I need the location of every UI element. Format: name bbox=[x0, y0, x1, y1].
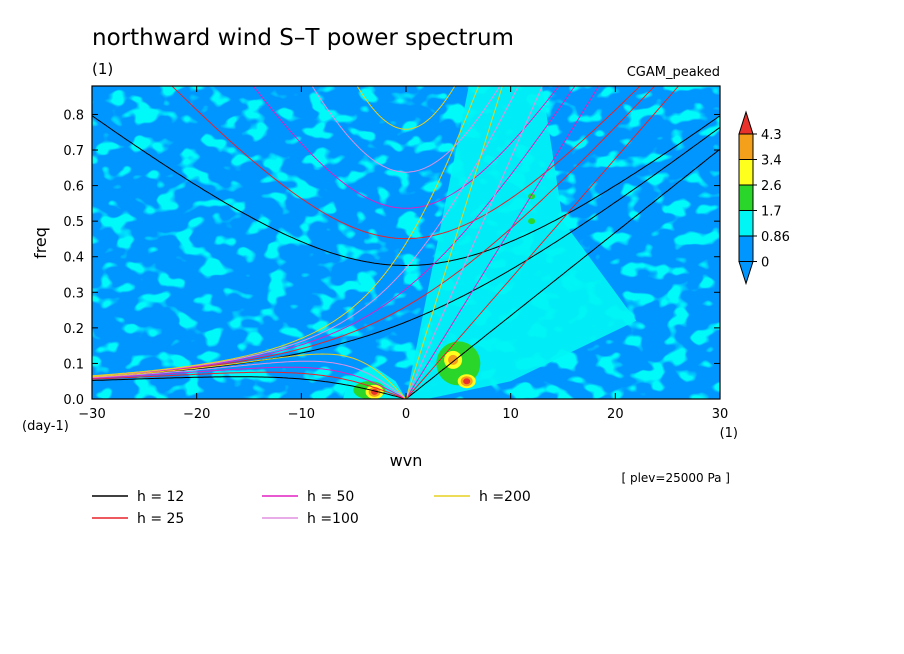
x-tick-label: 10 bbox=[502, 407, 519, 422]
y-axis-label: freq bbox=[31, 227, 50, 259]
colorbar-segment bbox=[738, 159, 754, 186]
curve-mrg-h100 bbox=[92, 86, 519, 377]
curve-ig-h50 bbox=[252, 86, 560, 209]
y-tick-label: 0.7 bbox=[63, 144, 84, 159]
curve-legend: h = 12 h = 25 h = 50 h =100 h =200 bbox=[92, 489, 531, 527]
colorbar-segment bbox=[738, 235, 754, 262]
colorbar-segment bbox=[738, 133, 754, 160]
y-tick-label: 0.2 bbox=[63, 322, 84, 337]
curve-ig-h200 bbox=[356, 86, 456, 130]
curve-mrg-h50 bbox=[92, 86, 576, 377]
chart-subtitle-left: (1) bbox=[92, 60, 113, 78]
colorbar-label: 4.3 bbox=[761, 128, 782, 143]
x-unit-label: (1) bbox=[720, 426, 738, 441]
x-tick-label: −10 bbox=[288, 407, 315, 422]
colorbar-top-arrow bbox=[738, 110, 754, 135]
colorbar-label: 3.4 bbox=[761, 154, 782, 169]
colorbar-segment bbox=[738, 210, 754, 237]
axis-ticks: −30 −20 −10 0 10 20 30 0.0 0.1 0.2 0.3 0.4 0.5 0.6 0.7… bbox=[63, 86, 728, 422]
x-tick-label: 20 bbox=[607, 407, 624, 422]
curve-kelvin-h200 bbox=[405, 86, 503, 399]
x-tick-label: 0 bbox=[402, 407, 410, 422]
curve-kelvin-h100 bbox=[405, 86, 543, 399]
energy-wedge bbox=[406, 86, 637, 399]
chart-title: northward wind S–T power spectrum bbox=[92, 25, 514, 51]
x-axis-label: wvn bbox=[390, 451, 423, 470]
curve-ig-h100 bbox=[311, 86, 501, 173]
colorbar-segment bbox=[738, 184, 754, 211]
plev-note: [ plev=25000 Pa ] bbox=[621, 471, 730, 485]
plot-area: −30 −20 −10 0 10 20 30 0.0 0.1 0.2 0.3 0.4 0.5 0.6 0.7… bbox=[63, 85, 728, 422]
colorbar-label: 0 bbox=[761, 256, 769, 271]
chart-subtitle-right: CGAM_peaked bbox=[627, 65, 720, 80]
y-tick-label: 0.0 bbox=[63, 393, 84, 408]
y-tick-label: 0.4 bbox=[63, 251, 84, 266]
colorbar-label: 1.7 bbox=[761, 205, 782, 220]
hotspot bbox=[463, 378, 471, 385]
y-tick-label: 0.3 bbox=[63, 286, 84, 301]
curve-ig-h25 bbox=[171, 86, 641, 240]
colorbar-label: 2.6 bbox=[761, 179, 782, 194]
curve-kelvin-h12 bbox=[405, 148, 720, 399]
hotspot bbox=[448, 354, 459, 365]
curve-er-h25 bbox=[92, 371, 407, 399]
curve-kelvin-h50 bbox=[405, 86, 600, 399]
curve-er-h200 bbox=[92, 353, 407, 399]
colorbar: 4.3 3.4 2.6 1.7 0.86 0 bbox=[738, 110, 790, 286]
curve-mrg-h12 bbox=[92, 126, 720, 378]
legend-label: h = 12 bbox=[137, 489, 184, 505]
x-tick-label: 30 bbox=[712, 407, 729, 422]
hotspot bbox=[528, 218, 536, 225]
y-tick-label: 0.5 bbox=[63, 215, 84, 230]
legend-label: h =100 bbox=[307, 511, 359, 527]
curve-mrg-h25 bbox=[92, 86, 656, 378]
y-tick-label: 0.8 bbox=[63, 108, 84, 123]
y-unit-label: (day-1) bbox=[22, 419, 69, 434]
curve-mrg-h200 bbox=[92, 86, 480, 377]
colorbar-bottom-arrow bbox=[738, 261, 754, 286]
legend-label: h =200 bbox=[479, 489, 531, 505]
y-tick-label: 0.1 bbox=[63, 357, 84, 372]
x-tick-label: −30 bbox=[78, 407, 105, 422]
energy-layer bbox=[343, 86, 637, 399]
y-tick-label: 0.6 bbox=[63, 180, 84, 195]
dispersion-curves bbox=[92, 86, 720, 399]
curve-er-h50 bbox=[92, 366, 407, 399]
curve-kelvin-h25 bbox=[405, 86, 680, 399]
legend-label: h = 25 bbox=[137, 511, 184, 527]
colorbar-label: 0.86 bbox=[761, 230, 790, 245]
curve-er-h12 bbox=[92, 376, 407, 399]
legend-label: h = 50 bbox=[307, 489, 354, 505]
curve-er-h100 bbox=[92, 360, 407, 399]
curve-ig-h12 bbox=[92, 115, 720, 266]
x-tick-label: −20 bbox=[183, 407, 210, 422]
